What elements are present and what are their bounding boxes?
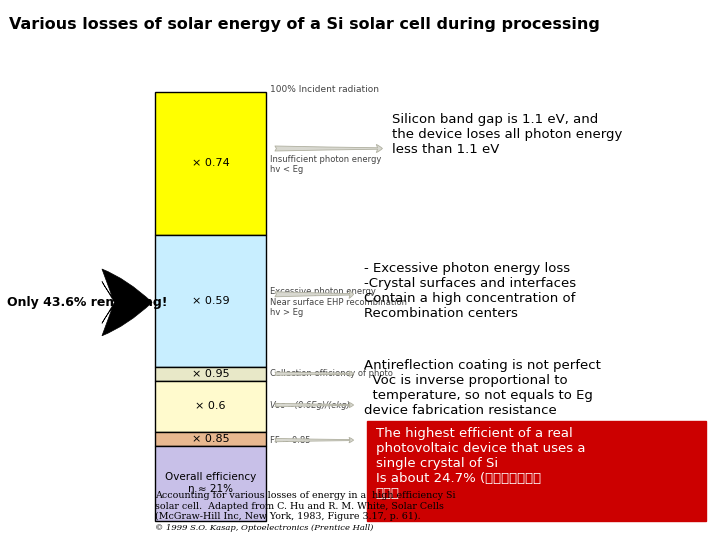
Text: × 0.74: × 0.74 [192, 158, 230, 168]
Bar [367, 421, 706, 521]
Bar [155, 446, 266, 521]
Text: Excessive photon energy
Near surface EHP recombination
hv > Eg: Excessive photon energy Near surface EHP… [270, 287, 407, 318]
Text: × 0.6: × 0.6 [195, 401, 226, 411]
Bar [155, 367, 266, 381]
Text: Only 43.6% remaining!: Only 43.6% remaining! [7, 296, 168, 309]
Text: Various losses of solar energy of a Si solar cell during processing: Various losses of solar energy of a Si s… [9, 17, 600, 32]
Bar [155, 432, 266, 445]
Text: × 0.95: × 0.95 [192, 369, 230, 379]
Bar [155, 235, 266, 367]
Text: Silicon band gap is 1.1 eV, and
the device loses all photon energy
less than 1.1: Silicon band gap is 1.1 eV, and the devi… [392, 113, 623, 157]
Text: Insufficient photon energy
hv < Eg: Insufficient photon energy hv < Eg [270, 155, 382, 174]
Bar [155, 381, 266, 432]
Text: - Excessive photon energy loss
-Crystal surfaces and interfaces
Contain a high c: - Excessive photon energy loss -Crystal … [364, 262, 576, 320]
Text: Antireflection coating is not perfect
  Voc is inverse proportional to
  tempera: Antireflection coating is not perfect Vo… [364, 359, 600, 417]
Text: The highest efficient of a real
photovoltaic device that uses a
single crystal o: The highest efficient of a real photovol… [376, 427, 585, 500]
Text: × 0.59: × 0.59 [192, 296, 230, 306]
Text: Collection efficiency of photo: Collection efficiency of photo [270, 369, 393, 378]
Text: Overall efficiency
η ≈ 21%: Overall efficiency η ≈ 21% [165, 472, 256, 494]
Bar [155, 92, 266, 235]
Text: © 1999 S.O. Kasap, Optoelectronics (Prentice Hall): © 1999 S.O. Kasap, Optoelectronics (Pren… [155, 524, 373, 532]
Text: × 0.85: × 0.85 [192, 434, 230, 444]
Text: 100% Incident radiation: 100% Incident radiation [270, 85, 379, 93]
Text: Accounting for various losses of energy in a  high efficiency Si
solar cell.  Ad: Accounting for various losses of energy … [155, 491, 455, 521]
Text: FF ≈ 0.85: FF ≈ 0.85 [270, 436, 310, 444]
Text: Voc ≈(0.6Eg)/(ekg): Voc ≈(0.6Eg)/(ekg) [270, 401, 350, 409]
